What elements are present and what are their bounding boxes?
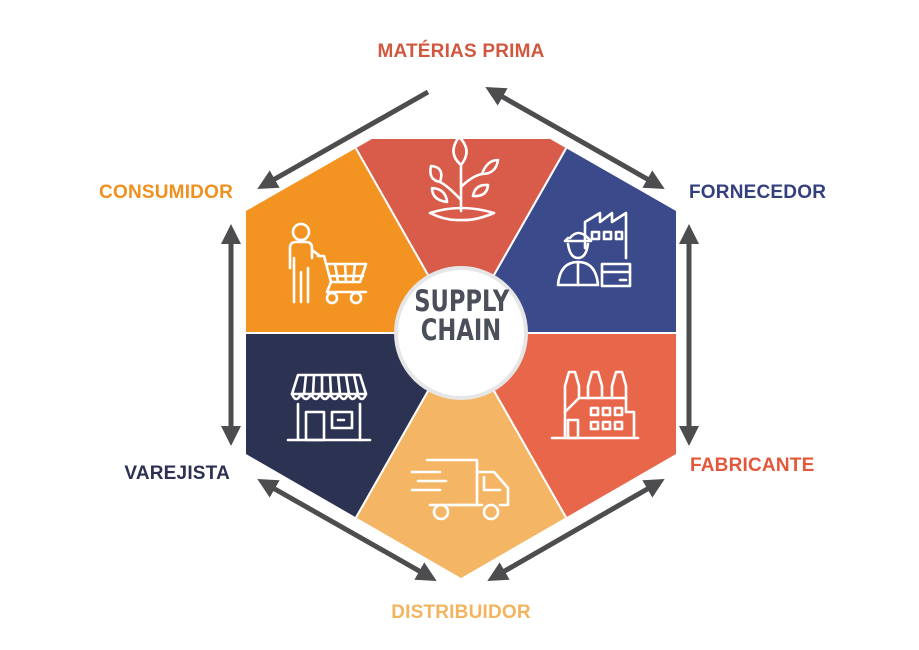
delivery-truck-icon: [410, 458, 510, 521]
factory-icon: [550, 370, 640, 440]
label-raw-materials: MATÉRIAS PRIMA: [377, 41, 545, 62]
store-icon: [286, 373, 372, 442]
label-retailer: VAREJISTA: [124, 463, 230, 484]
label-manufacturer: FABRICANTE: [690, 455, 815, 476]
arrow-distributor-retailer: [257, 479, 437, 581]
arrow-raw-to-consumer: [257, 89, 430, 189]
supplier-worker-factory-icon: [556, 211, 632, 288]
shopping-cart-person-icon: [288, 222, 368, 305]
arrow-raw-supplier: [485, 87, 665, 189]
segment-consumer: [246, 137, 462, 334]
label-supplier: FORNECEDOR: [689, 182, 827, 203]
label-distributor: DISTRIBUIDOR: [391, 602, 531, 623]
arrow-manufacturer-distributor: [487, 479, 665, 581]
center-circle: [394, 266, 528, 400]
center-title: SUPPLY CHAIN: [401, 287, 521, 345]
plant-icon: [428, 135, 500, 222]
center-title-line1: SUPPLY: [414, 284, 510, 318]
cycle-arrows: [221, 87, 699, 581]
label-consumer: CONSUMIDOR: [99, 182, 233, 203]
center-title-line2: CHAIN: [420, 313, 502, 347]
